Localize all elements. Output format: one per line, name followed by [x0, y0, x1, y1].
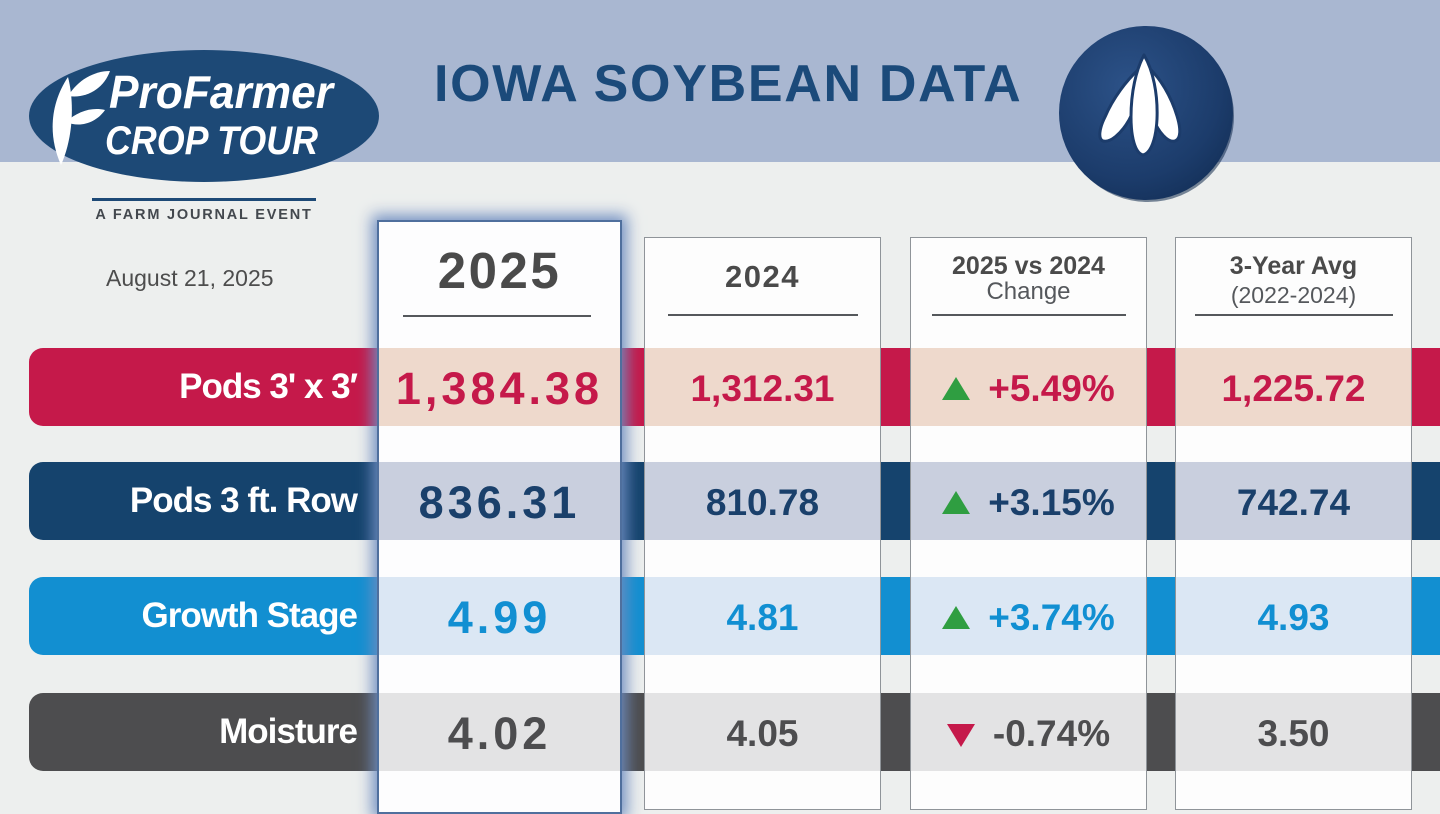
svg-text:ProFarmer: ProFarmer [109, 66, 335, 118]
svg-text:CROP TOUR: CROP TOUR [105, 119, 318, 163]
